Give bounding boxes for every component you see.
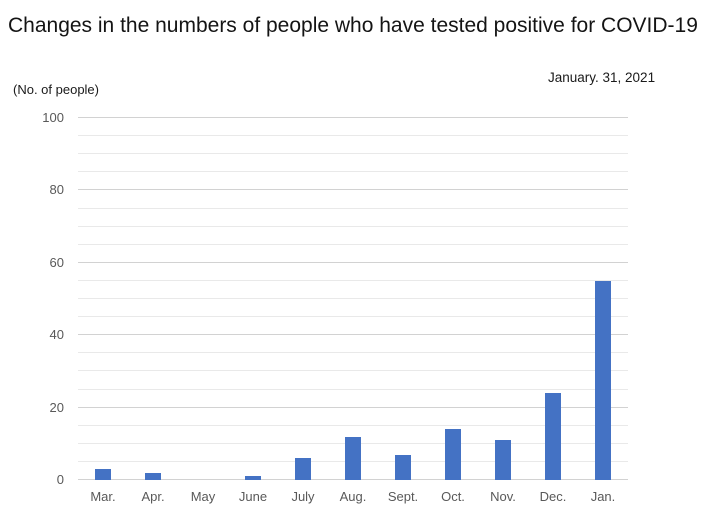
bar-july <box>295 458 311 480</box>
x-tick-label: Mar. <box>90 489 116 504</box>
x-tick-label: Sept. <box>387 489 419 504</box>
y-tick-label: 20 <box>49 399 64 415</box>
gridline-minor <box>78 171 628 173</box>
gridline-minor <box>78 424 628 426</box>
gridline-major <box>78 117 628 118</box>
x-tick-label: Jan. <box>590 489 616 504</box>
chart-date-label: January. 31, 2021 <box>548 70 656 85</box>
y-tick-label: 40 <box>49 327 64 343</box>
bar-june <box>245 476 261 480</box>
gridline-minor <box>78 279 628 281</box>
bar-sept <box>395 454 411 480</box>
x-tick-label: Aug. <box>339 489 367 504</box>
gridline-minor <box>78 388 628 390</box>
y-tick-label: 80 <box>49 182 64 198</box>
bar-dec <box>545 393 561 480</box>
x-tick-label: June <box>238 489 268 504</box>
gridline-major <box>78 261 628 263</box>
bar-aug <box>345 436 361 480</box>
gridline-minor <box>78 135 628 137</box>
gridline-minor <box>78 225 628 227</box>
y-tick-label: 60 <box>49 254 64 270</box>
y-axis-tick-labels: 0 20 40 60 80 100 <box>0 110 64 487</box>
gridline-minor <box>78 298 628 299</box>
bar-apr <box>145 472 161 480</box>
x-tick-label: July <box>291 489 315 504</box>
gridline-major <box>78 334 628 336</box>
x-tick-label: May <box>190 489 216 504</box>
x-axis-tick-labels: Mar. Apr. May June July Aug. Sept. Oct. Nov. Dec.… <box>78 489 628 507</box>
gridline-minor <box>78 207 628 209</box>
gridline-major <box>78 406 628 408</box>
y-tick-label: 0 <box>56 472 64 487</box>
bar-nov <box>495 440 511 480</box>
x-tick-label: Oct. <box>441 489 465 504</box>
gridline-major <box>78 189 628 191</box>
bar-mar <box>95 469 111 480</box>
plot-area <box>78 117 628 480</box>
gridline-minor <box>78 153 628 155</box>
x-tick-label: Apr. <box>141 489 165 504</box>
x-tick-label: Dec. <box>539 489 567 504</box>
bar-oct <box>445 429 461 480</box>
y-tick-label: 100 <box>42 110 64 125</box>
gridline-minor <box>78 243 628 245</box>
y-axis-unit-label: (No. of people) <box>13 82 99 97</box>
chart-title: Changes in the numbers of people who hav… <box>8 14 698 37</box>
x-tick-label: Nov. <box>490 489 516 504</box>
gridline-minor <box>78 316 628 318</box>
bar-jan <box>595 280 611 480</box>
gridline-minor <box>78 370 628 372</box>
gridline-minor <box>78 352 628 354</box>
